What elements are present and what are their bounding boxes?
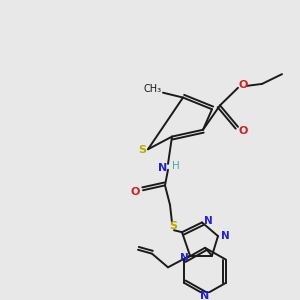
Text: O: O	[238, 126, 248, 136]
Text: N: N	[180, 253, 188, 262]
Text: S: S	[169, 221, 177, 231]
Text: N: N	[200, 291, 210, 300]
Text: N: N	[220, 231, 230, 241]
Text: N: N	[158, 163, 168, 173]
Text: N: N	[204, 217, 212, 226]
Text: O: O	[238, 80, 248, 90]
Text: H: H	[172, 161, 180, 171]
Text: S: S	[138, 145, 146, 155]
Text: O: O	[130, 187, 140, 197]
Text: CH₃: CH₃	[144, 84, 162, 94]
